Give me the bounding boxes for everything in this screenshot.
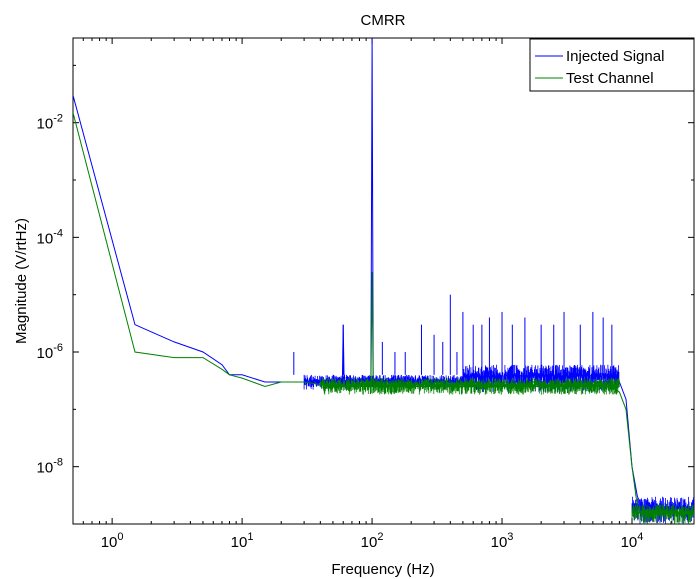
series-layer bbox=[73, 38, 694, 524]
legend-box bbox=[529, 38, 695, 92]
x-tick-label: 102 bbox=[361, 531, 384, 551]
series-test-channel bbox=[73, 112, 694, 524]
chart-title: CMRR bbox=[361, 12, 406, 29]
plot-frame bbox=[72, 37, 695, 525]
series-line-test-channel bbox=[73, 112, 694, 515]
y-tick-label: 10-6 bbox=[37, 342, 63, 362]
x-tick-label: 100 bbox=[101, 531, 124, 551]
legend-label-test-channel: Test Channel bbox=[566, 70, 654, 87]
y-axis-label: Magnitude (V/rtHz) bbox=[13, 218, 30, 344]
x-tick-label: 104 bbox=[621, 531, 644, 551]
legend-label-injected-signal: Injected Signal bbox=[566, 48, 664, 65]
series-injected-signal bbox=[73, 38, 694, 524]
y-tick-label: 10-2 bbox=[37, 113, 63, 133]
x-tick-label: 103 bbox=[491, 531, 514, 551]
y-tick-label: 10-4 bbox=[37, 227, 63, 247]
noise-band bbox=[462, 364, 620, 393]
x-tick-label: 101 bbox=[231, 531, 254, 551]
series-line-injected-signal bbox=[73, 38, 694, 508]
y-tick-label: 10-8 bbox=[37, 457, 63, 477]
legend: Injected Signal Test Channel bbox=[529, 38, 695, 92]
x-axis-label: Frequency (Hz) bbox=[331, 561, 434, 578]
